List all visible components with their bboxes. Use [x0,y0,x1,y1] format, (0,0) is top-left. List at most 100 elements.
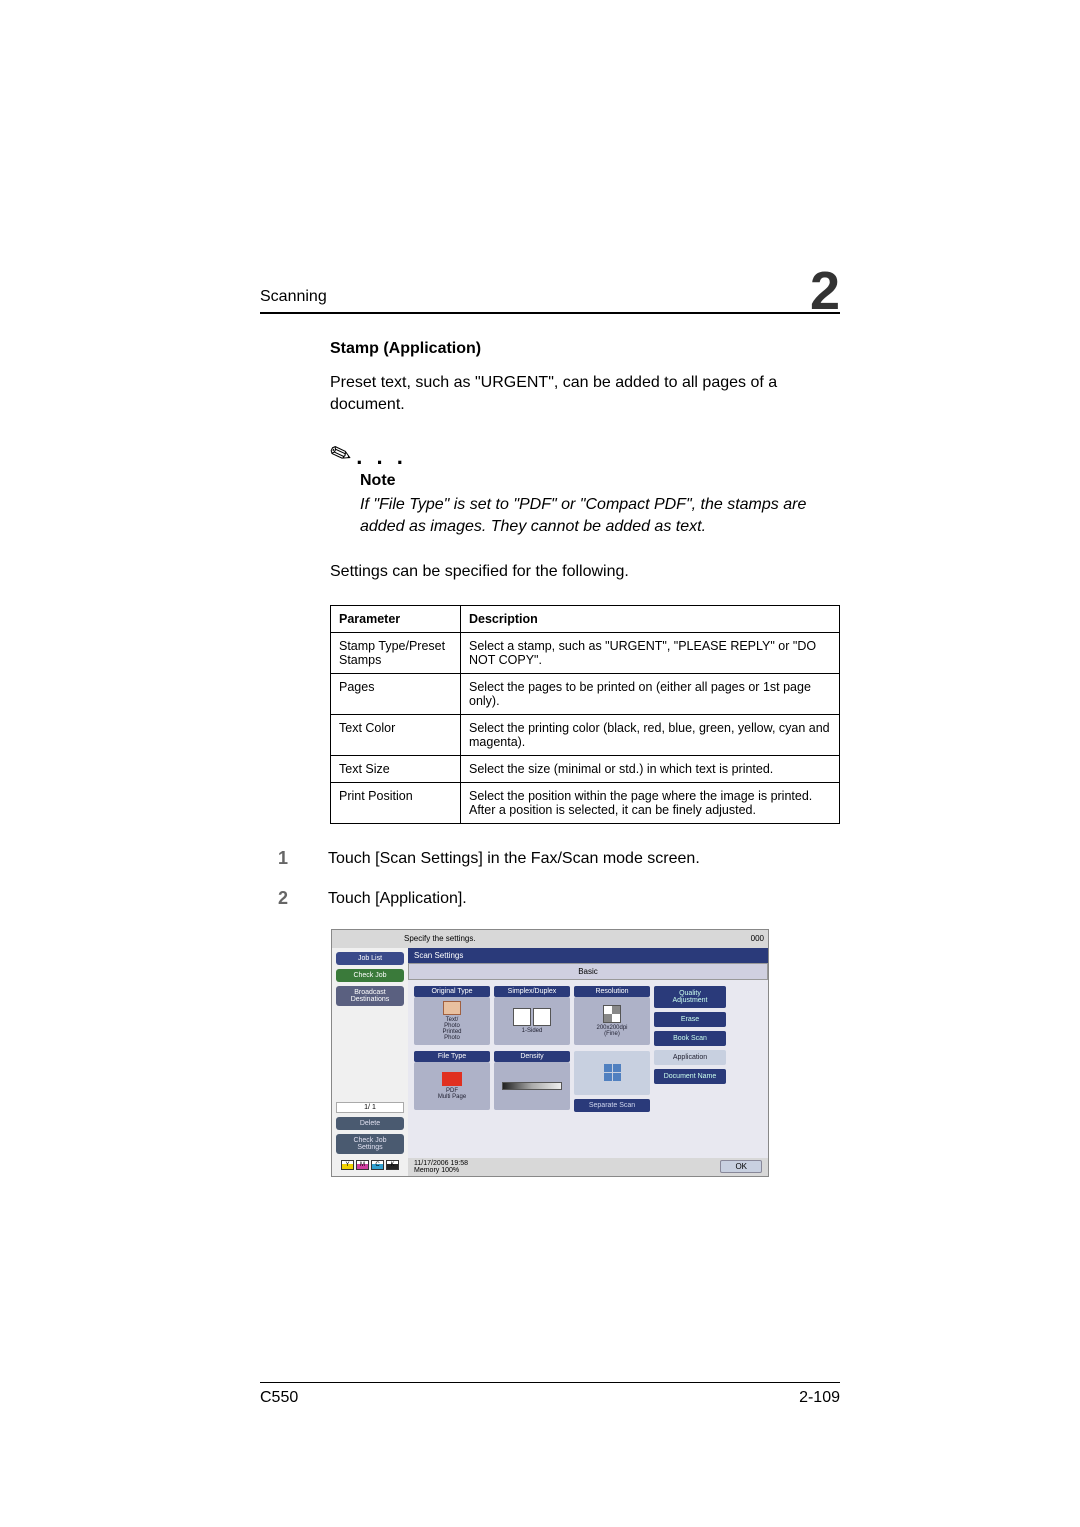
ss-footer-left: 11/17/2006 19:58 Memory 100% [414,1160,468,1174]
table-row: Text Size Select the size (minimal or st… [331,755,840,782]
ss-instruction: Specify the settings. [336,934,751,943]
ss-left-top: Job List Check Job Broadcast Destination… [336,952,404,1006]
file-type-label: File Type [414,1051,490,1062]
ss-footer: 11/17/2006 19:58 Memory 100% OK [408,1158,768,1176]
density-bar-icon [502,1082,562,1090]
ss-grid-area: Original Type Text/ Photo Printed Photo … [408,980,768,1158]
ss-left-panel: Job List Check Job Broadcast Destination… [332,948,408,1176]
separate-scan-body [574,1051,650,1095]
footer-model: C550 [260,1389,298,1407]
step-number: 1 [278,848,328,870]
file-type-value: PDF Multi Page [438,1088,466,1100]
param-cell: Text Size [331,755,461,782]
check-job-button[interactable]: Check Job [336,969,404,982]
table-head-parameter: Parameter [331,605,461,632]
separate-scan-icon [603,1064,621,1082]
desc-cell: Select the position within the page wher… [461,782,840,823]
resolution-label: Resolution [574,986,650,997]
tiles-column: Original Type Text/ Photo Printed Photo … [414,986,650,1112]
separate-scan-button[interactable]: Separate Scan [574,1099,650,1112]
table-row: Pages Select the pages to be printed on … [331,673,840,714]
step-text: Touch [Scan Settings] in the Fax/Scan mo… [328,848,700,870]
section-title: Stamp (Application) [330,340,840,358]
ss-datetime: 11/17/2006 19:58 [414,1160,468,1167]
pdf-icon [442,1072,462,1086]
toner-m-icon: M [356,1160,369,1170]
page-icon [513,1008,531,1026]
settings-intro: Settings can be specified for the follow… [330,561,840,583]
note-dots: . . . [356,444,407,469]
resolution-body: 200x200dpi (Fine) [574,997,650,1045]
ok-button[interactable]: OK [720,1160,762,1173]
toner-c-icon: C [371,1160,384,1170]
check-job-settings-button[interactable]: Check Job Settings [336,1134,404,1154]
delete-button[interactable]: Delete [336,1117,404,1130]
note-icon-row: ✎ . . . [330,439,840,470]
device-screenshot: Specify the settings. 000 Job List Check… [331,929,769,1177]
ss-tab-row: Basic [408,963,768,980]
table-row: Text Color Select the printing color (bl… [331,714,840,755]
desc-cell: Select the printing color (black, red, b… [461,714,840,755]
page: Scanning 2 Stamp (Application) Preset te… [0,0,1080,1527]
resolution-tile[interactable]: Resolution 200x200dpi (Fine) [574,986,650,1045]
tile-row-2: File Type PDF Multi Page Density [414,1051,650,1112]
toner-y-icon: Y [341,1160,354,1170]
header-rule [260,312,840,314]
resolution-value: 200x200dpi (Fine) [596,1025,627,1037]
original-type-body: Text/ Photo Printed Photo [414,997,490,1045]
desc-cell: Select the size (minimal or std.) in whi… [461,755,840,782]
file-type-tile[interactable]: File Type PDF Multi Page [414,1051,490,1112]
note-body: If "File Type" is set to "PDF" or "Compa… [360,494,840,539]
quality-adjustment-button[interactable]: Quality Adjustment [654,986,726,1008]
job-list-button[interactable]: Job List [336,952,404,965]
broadcast-dest-button[interactable]: Broadcast Destinations [336,986,404,1006]
param-cell: Stamp Type/Preset Stamps [331,632,461,673]
original-type-label: Original Type [414,986,490,997]
original-type-value: Text/ Photo Printed Photo [442,1017,461,1041]
basic-tab[interactable]: Basic [408,963,768,980]
desc-cell: Select a stamp, such as "URGENT", "PLEAS… [461,632,840,673]
page-icon [533,1008,551,1026]
separate-scan-col: Separate Scan [574,1051,650,1112]
table-head-description: Description [461,605,840,632]
ss-memory: Memory 100% [414,1167,468,1174]
content-area: Stamp (Application) Preset text, such as… [260,340,840,1177]
ss-body: Job List Check Job Broadcast Destination… [332,948,768,1176]
application-button[interactable]: Application [654,1050,726,1065]
ss-left-bottom: 1/ 1 Delete Check Job Settings Y M C K [336,1102,404,1170]
table-row: Print Position Select the position withi… [331,782,840,823]
tile-row-1: Original Type Text/ Photo Printed Photo … [414,986,650,1045]
step-row: 1 Touch [Scan Settings] in the Fax/Scan … [278,848,840,870]
resolution-icon [603,1005,621,1023]
density-tile[interactable]: Density [494,1051,570,1112]
page-indicator: 1/ 1 [336,1102,404,1113]
scan-settings-titlebar: Scan Settings [408,948,768,963]
page-footer: C550 2-109 [260,1382,840,1407]
ss-counter: 000 [751,934,764,943]
density-label: Density [494,1051,570,1062]
toner-k-icon: K [386,1160,399,1170]
file-type-body: PDF Multi Page [414,1062,490,1110]
original-type-tile[interactable]: Original Type Text/ Photo Printed Photo [414,986,490,1045]
footer-page-number: 2-109 [799,1389,840,1407]
simplex-value: 1-Sided [522,1028,543,1034]
param-cell: Pages [331,673,461,714]
step-number: 2 [278,888,328,910]
step-text: Touch [Application]. [328,888,467,910]
erase-button[interactable]: Erase [654,1012,726,1027]
simplex-duplex-tile[interactable]: Simplex/Duplex 1-Sided [494,986,570,1045]
section-intro: Preset text, such as "URGENT", can be ad… [330,372,840,417]
desc-cell: Select the pages to be printed on (eithe… [461,673,840,714]
simplex-label: Simplex/Duplex [494,986,570,997]
step-row: 2 Touch [Application]. [278,888,840,910]
photo-icon [443,1001,461,1015]
note-label: Note [360,472,840,490]
table-row: Stamp Type/Preset Stamps Select a stamp,… [331,632,840,673]
book-scan-button[interactable]: Book Scan [654,1031,726,1046]
param-cell: Text Color [331,714,461,755]
parameters-table: Parameter Description Stamp Type/Preset … [330,605,840,824]
density-body [494,1062,570,1110]
ss-topbar: Specify the settings. 000 [332,930,768,948]
document-name-button[interactable]: Document Name [654,1069,726,1084]
ss-right-panel: Scan Settings Basic Original Type [408,948,768,1176]
